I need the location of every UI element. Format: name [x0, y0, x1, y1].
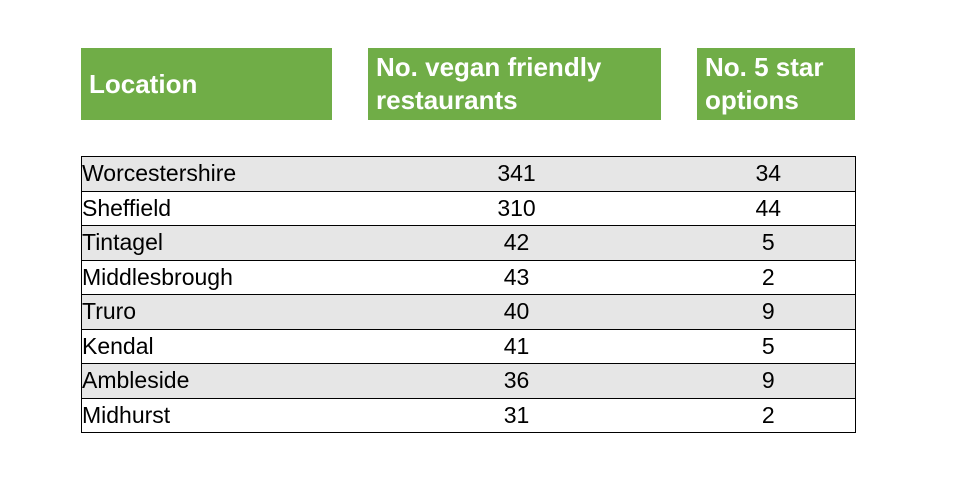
- vegan-count-cell: 41: [351, 328, 682, 364]
- five-star-count-cell: 2: [681, 259, 856, 295]
- table-header-row: Location No. vegan friendly restaurants …: [81, 48, 855, 120]
- table-row: Ambleside 36 9: [81, 363, 856, 399]
- location-cell: Middlesbrough: [81, 259, 352, 295]
- location-cell: Kendal: [81, 328, 352, 364]
- table-row: Kendal 41 5: [81, 328, 856, 364]
- data-table: Worcestershire 341 34 Sheffield 310 44 T…: [81, 156, 856, 433]
- table-row: Truro 40 9: [81, 294, 856, 330]
- table-body: Worcestershire 341 34 Sheffield 310 44 T…: [81, 156, 856, 433]
- five-star-count-cell: 5: [681, 225, 856, 261]
- table-row: Tintagel 42 5: [81, 225, 856, 261]
- column-header-five-star: No. 5 star options: [697, 48, 855, 120]
- vegan-count-cell: 40: [351, 294, 682, 330]
- location-cell: Worcestershire: [81, 156, 352, 192]
- vegan-count-cell: 341: [351, 156, 682, 192]
- table-row: Worcestershire 341 34: [81, 156, 856, 192]
- five-star-count-cell: 2: [681, 397, 856, 433]
- location-cell: Truro: [81, 294, 352, 330]
- five-star-count-cell: 5: [681, 328, 856, 364]
- location-cell: Midhurst: [81, 397, 352, 433]
- vegan-count-cell: 42: [351, 225, 682, 261]
- vegan-count-cell: 36: [351, 363, 682, 399]
- table-row: Midhurst 31 2: [81, 397, 856, 433]
- vegan-count-cell: 310: [351, 190, 682, 226]
- location-cell: Tintagel: [81, 225, 352, 261]
- vegan-count-cell: 31: [351, 397, 682, 433]
- five-star-count-cell: 9: [681, 363, 856, 399]
- column-header-vegan-restaurants: No. vegan friendly restaurants: [368, 48, 661, 120]
- column-header-five-star-label: No. 5 star options: [705, 52, 824, 115]
- column-header-location-label: Location: [89, 68, 198, 99]
- five-star-count-cell: 34: [681, 156, 856, 192]
- column-header-vegan-restaurants-label: No. vegan friendly restaurants: [376, 52, 602, 115]
- five-star-count-cell: 44: [681, 190, 856, 226]
- location-cell: Sheffield: [81, 190, 352, 226]
- vegan-count-cell: 43: [351, 259, 682, 295]
- table-row: Sheffield 310 44: [81, 190, 856, 226]
- table-row: Middlesbrough 43 2: [81, 259, 856, 295]
- column-header-location: Location: [81, 48, 332, 120]
- location-cell: Ambleside: [81, 363, 352, 399]
- five-star-count-cell: 9: [681, 294, 856, 330]
